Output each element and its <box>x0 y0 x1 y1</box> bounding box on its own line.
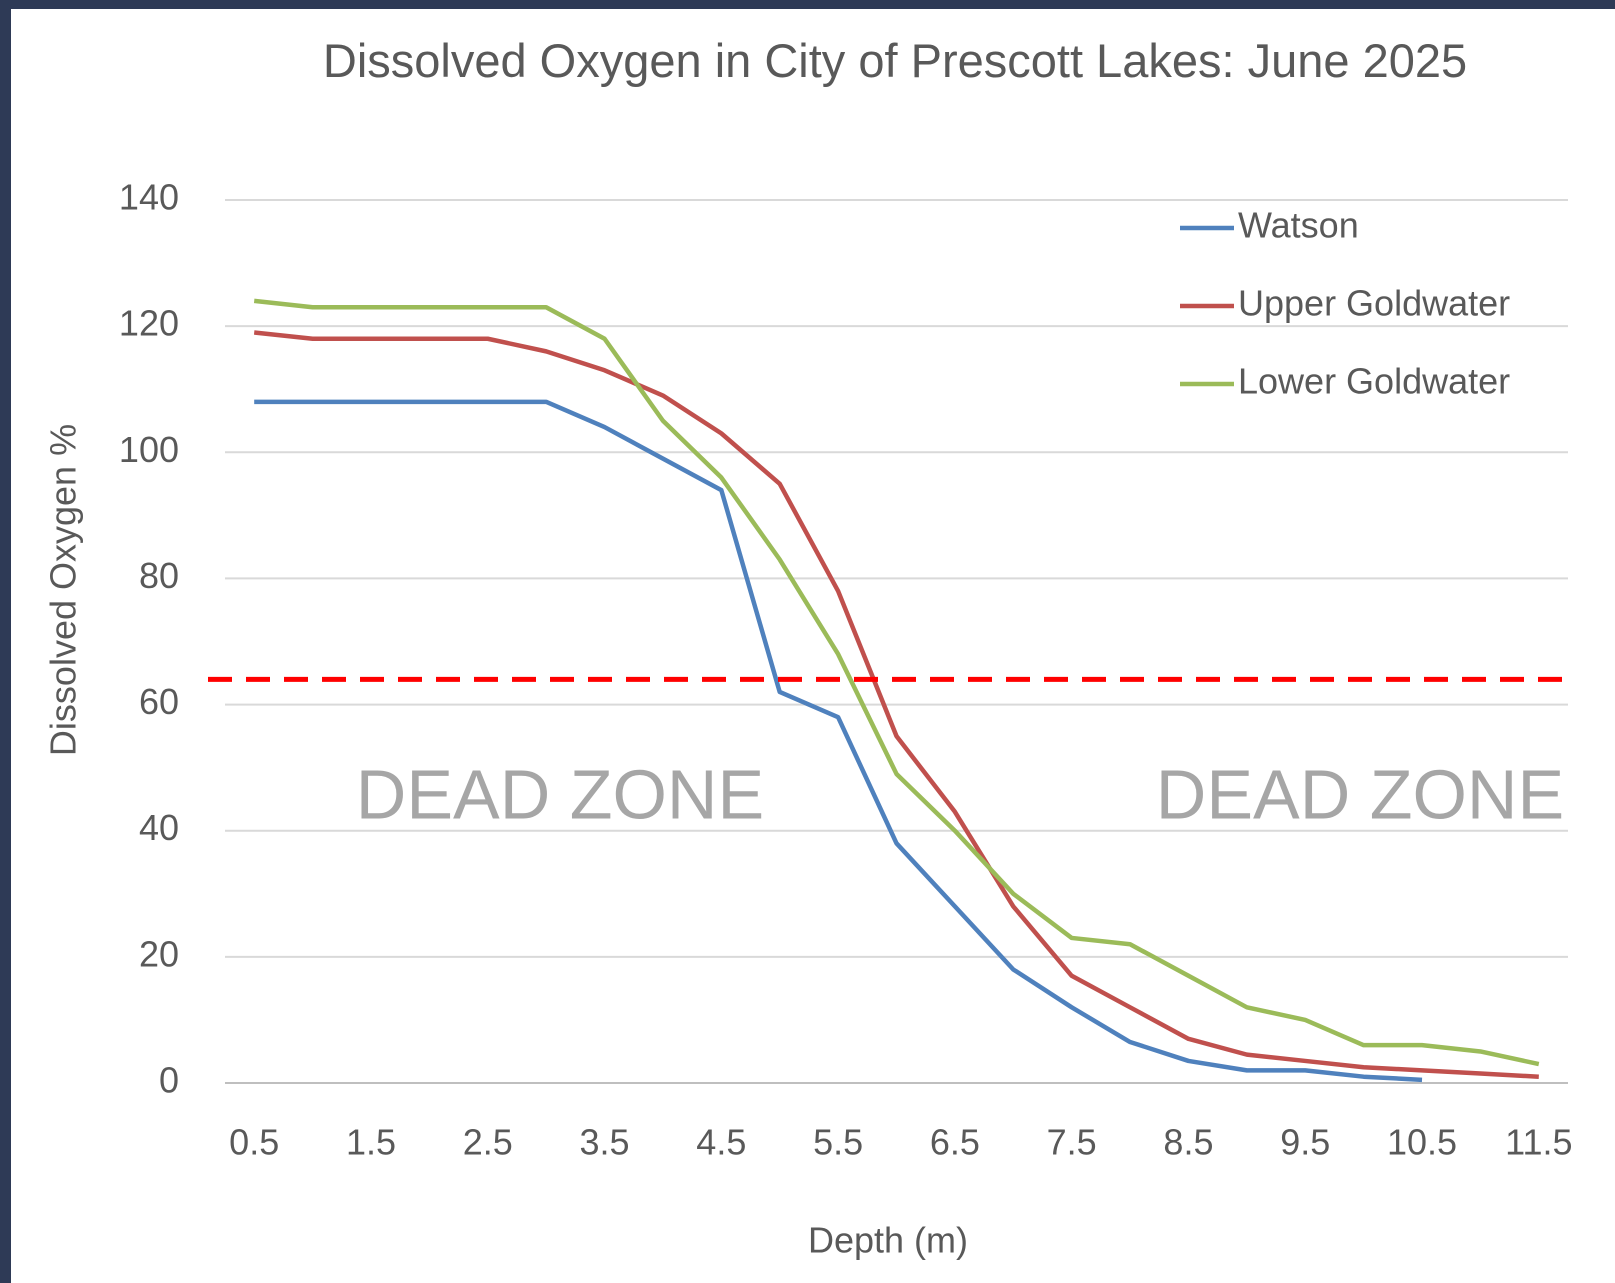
annotation: DEAD ZONE <box>356 755 764 833</box>
x-tick-label: 0.5 <box>229 1122 279 1163</box>
x-tick-label: 8.5 <box>1163 1122 1213 1163</box>
legend-label: Watson <box>1238 205 1359 246</box>
x-tick-label: 2.5 <box>463 1122 513 1163</box>
y-tick-label: 120 <box>119 303 179 344</box>
y-tick-label: 40 <box>139 807 179 848</box>
x-tick-label: 1.5 <box>346 1122 396 1163</box>
y-tick-label: 100 <box>119 429 179 470</box>
x-tick-label: 3.5 <box>580 1122 630 1163</box>
series-line <box>253 330 1539 1079</box>
y-axis-label: Dissolved Oxygen % <box>43 424 84 756</box>
chart-title: Dissolved Oxygen in City of Prescott Lak… <box>322 34 1468 87</box>
y-tick-label: 60 <box>139 681 179 722</box>
x-tick-label: 9.5 <box>1280 1122 1330 1163</box>
series-line <box>253 298 1540 1067</box>
x-tick-label: 11.5 <box>1505 1122 1572 1163</box>
x-tick-label: 7.5 <box>1047 1122 1097 1163</box>
x-tick-label: 5.5 <box>813 1122 863 1163</box>
series-line <box>254 399 1423 1083</box>
y-tick-label: 80 <box>139 555 179 596</box>
y-tick-label: 0 <box>159 1060 179 1101</box>
x-tick-label: 6.5 <box>930 1122 980 1163</box>
x-tick-label: 4.5 <box>696 1122 746 1163</box>
y-tick-label: 140 <box>119 177 179 218</box>
legend-label: Lower Goldwater <box>1238 361 1510 402</box>
chart-panel <box>11 9 1615 1283</box>
x-tick-label: 10.5 <box>1387 1122 1457 1163</box>
legend-label: Upper Goldwater <box>1238 283 1510 324</box>
x-axis-label: Depth (m) <box>808 1220 968 1261</box>
y-tick-label: 20 <box>139 933 179 974</box>
annotation: DEAD ZONE <box>1156 755 1564 833</box>
